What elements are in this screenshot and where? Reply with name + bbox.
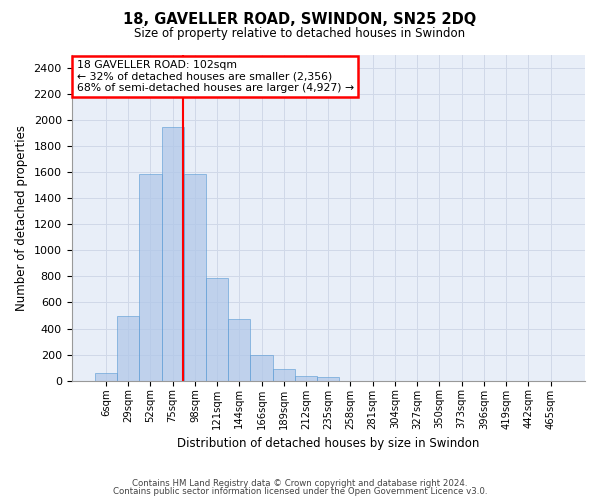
Text: 18, GAVELLER ROAD, SWINDON, SN25 2DQ: 18, GAVELLER ROAD, SWINDON, SN25 2DQ [124, 12, 476, 28]
Bar [272, 369, 295, 380]
Y-axis label: Number of detached properties: Number of detached properties [15, 125, 28, 311]
Text: Contains HM Land Registry data © Crown copyright and database right 2024.: Contains HM Land Registry data © Crown c… [132, 478, 468, 488]
Text: 18 GAVELLER ROAD: 102sqm
← 32% of detached houses are smaller (2,356)
68% of sem: 18 GAVELLER ROAD: 102sqm ← 32% of detach… [77, 60, 354, 93]
Bar [184, 174, 206, 380]
Bar [206, 278, 228, 380]
Bar [95, 373, 117, 380]
Bar [228, 320, 250, 380]
Bar [117, 316, 139, 380]
Text: Size of property relative to detached houses in Swindon: Size of property relative to detached ho… [134, 28, 466, 40]
Bar [139, 174, 161, 380]
Text: Contains public sector information licensed under the Open Government Licence v3: Contains public sector information licen… [113, 487, 487, 496]
Bar [295, 376, 317, 380]
Bar [250, 354, 272, 380]
Bar [161, 126, 184, 380]
Bar [317, 378, 340, 380]
X-axis label: Distribution of detached houses by size in Swindon: Distribution of detached houses by size … [177, 437, 479, 450]
